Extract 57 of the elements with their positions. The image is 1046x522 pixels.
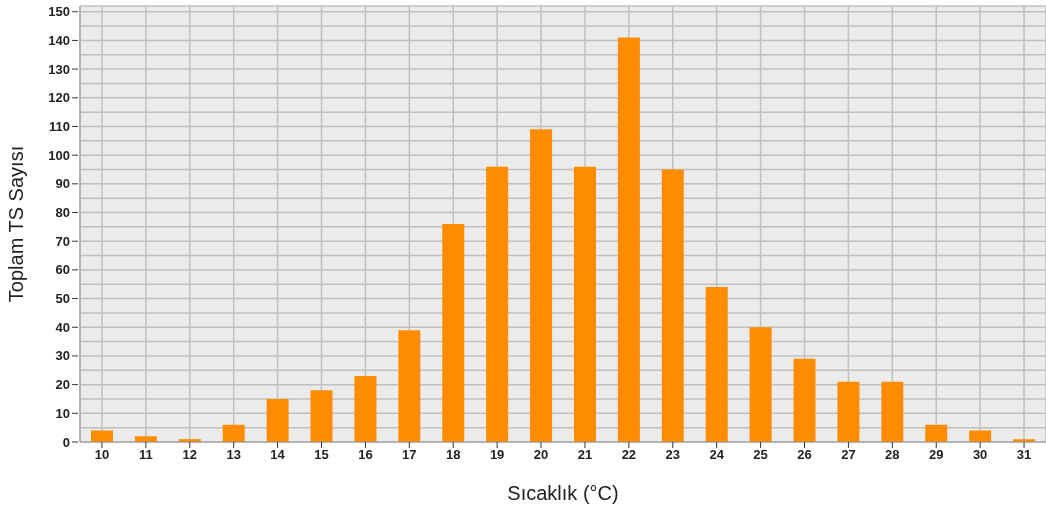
bar [793, 358, 816, 442]
x-tick-label: 29 [928, 447, 944, 463]
y-tick-label: 100 [48, 147, 70, 163]
bar [354, 376, 377, 442]
x-tick-label: 12 [182, 447, 198, 463]
x-tick-label: 30 [972, 447, 988, 463]
y-tick-label: 80 [55, 205, 70, 221]
y-tick-label: 50 [55, 291, 70, 307]
bar [617, 37, 640, 442]
y-tick-label: 70 [55, 233, 70, 249]
x-tick-label: 25 [753, 447, 768, 463]
y-tick-label: 140 [48, 32, 70, 48]
y-tick-label: 0 [62, 434, 70, 450]
bar [398, 330, 421, 442]
bar [442, 224, 465, 442]
y-tick-label: 40 [55, 319, 70, 335]
x-tick-label: 14 [270, 447, 286, 463]
bar [266, 398, 289, 442]
bar [530, 129, 553, 442]
y-tick-label: 130 [48, 61, 70, 77]
y-tick-label: 60 [55, 262, 70, 278]
x-axis-title: Sıcaklık (°C) [507, 482, 619, 504]
bar [837, 381, 860, 442]
bar [222, 424, 245, 442]
x-tick-label: 16 [358, 447, 373, 463]
x-tick-label: 18 [445, 447, 461, 463]
bar [881, 381, 904, 442]
x-tick-label: 20 [533, 447, 549, 463]
y-axis-title: Toplam TS Sayısı [5, 145, 28, 303]
y-tick-label: 20 [55, 377, 70, 393]
y-tick-label: 120 [48, 90, 70, 106]
y-tick-label: 90 [55, 176, 70, 192]
bar [749, 327, 772, 442]
x-tick-label: 17 [402, 447, 417, 463]
y-tick-label: 30 [55, 348, 70, 364]
y-tick-label: 110 [49, 119, 70, 135]
x-tick-label: 23 [665, 447, 681, 463]
bar [573, 166, 596, 442]
x-tick-label: 19 [489, 447, 505, 463]
x-tick-label: 21 [577, 447, 593, 463]
x-tick-label: 24 [709, 447, 725, 463]
x-tick-label: 15 [314, 447, 329, 463]
bar [486, 166, 509, 442]
x-tick-label: 13 [226, 447, 241, 463]
x-tick-label: 22 [621, 447, 637, 463]
bar [705, 287, 728, 442]
x-tick-label: 11 [138, 447, 153, 463]
bar [661, 169, 684, 442]
bar [310, 390, 333, 442]
x-tick-label: 10 [94, 447, 110, 463]
x-tick-label: 27 [841, 447, 856, 463]
bar [925, 424, 948, 442]
x-tick-label: 26 [797, 447, 812, 463]
y-tick-label: 150 [48, 4, 70, 20]
x-tick-label: 28 [885, 447, 900, 463]
x-tick-label: 31 [1016, 447, 1032, 463]
y-tick-label: 10 [55, 405, 70, 421]
